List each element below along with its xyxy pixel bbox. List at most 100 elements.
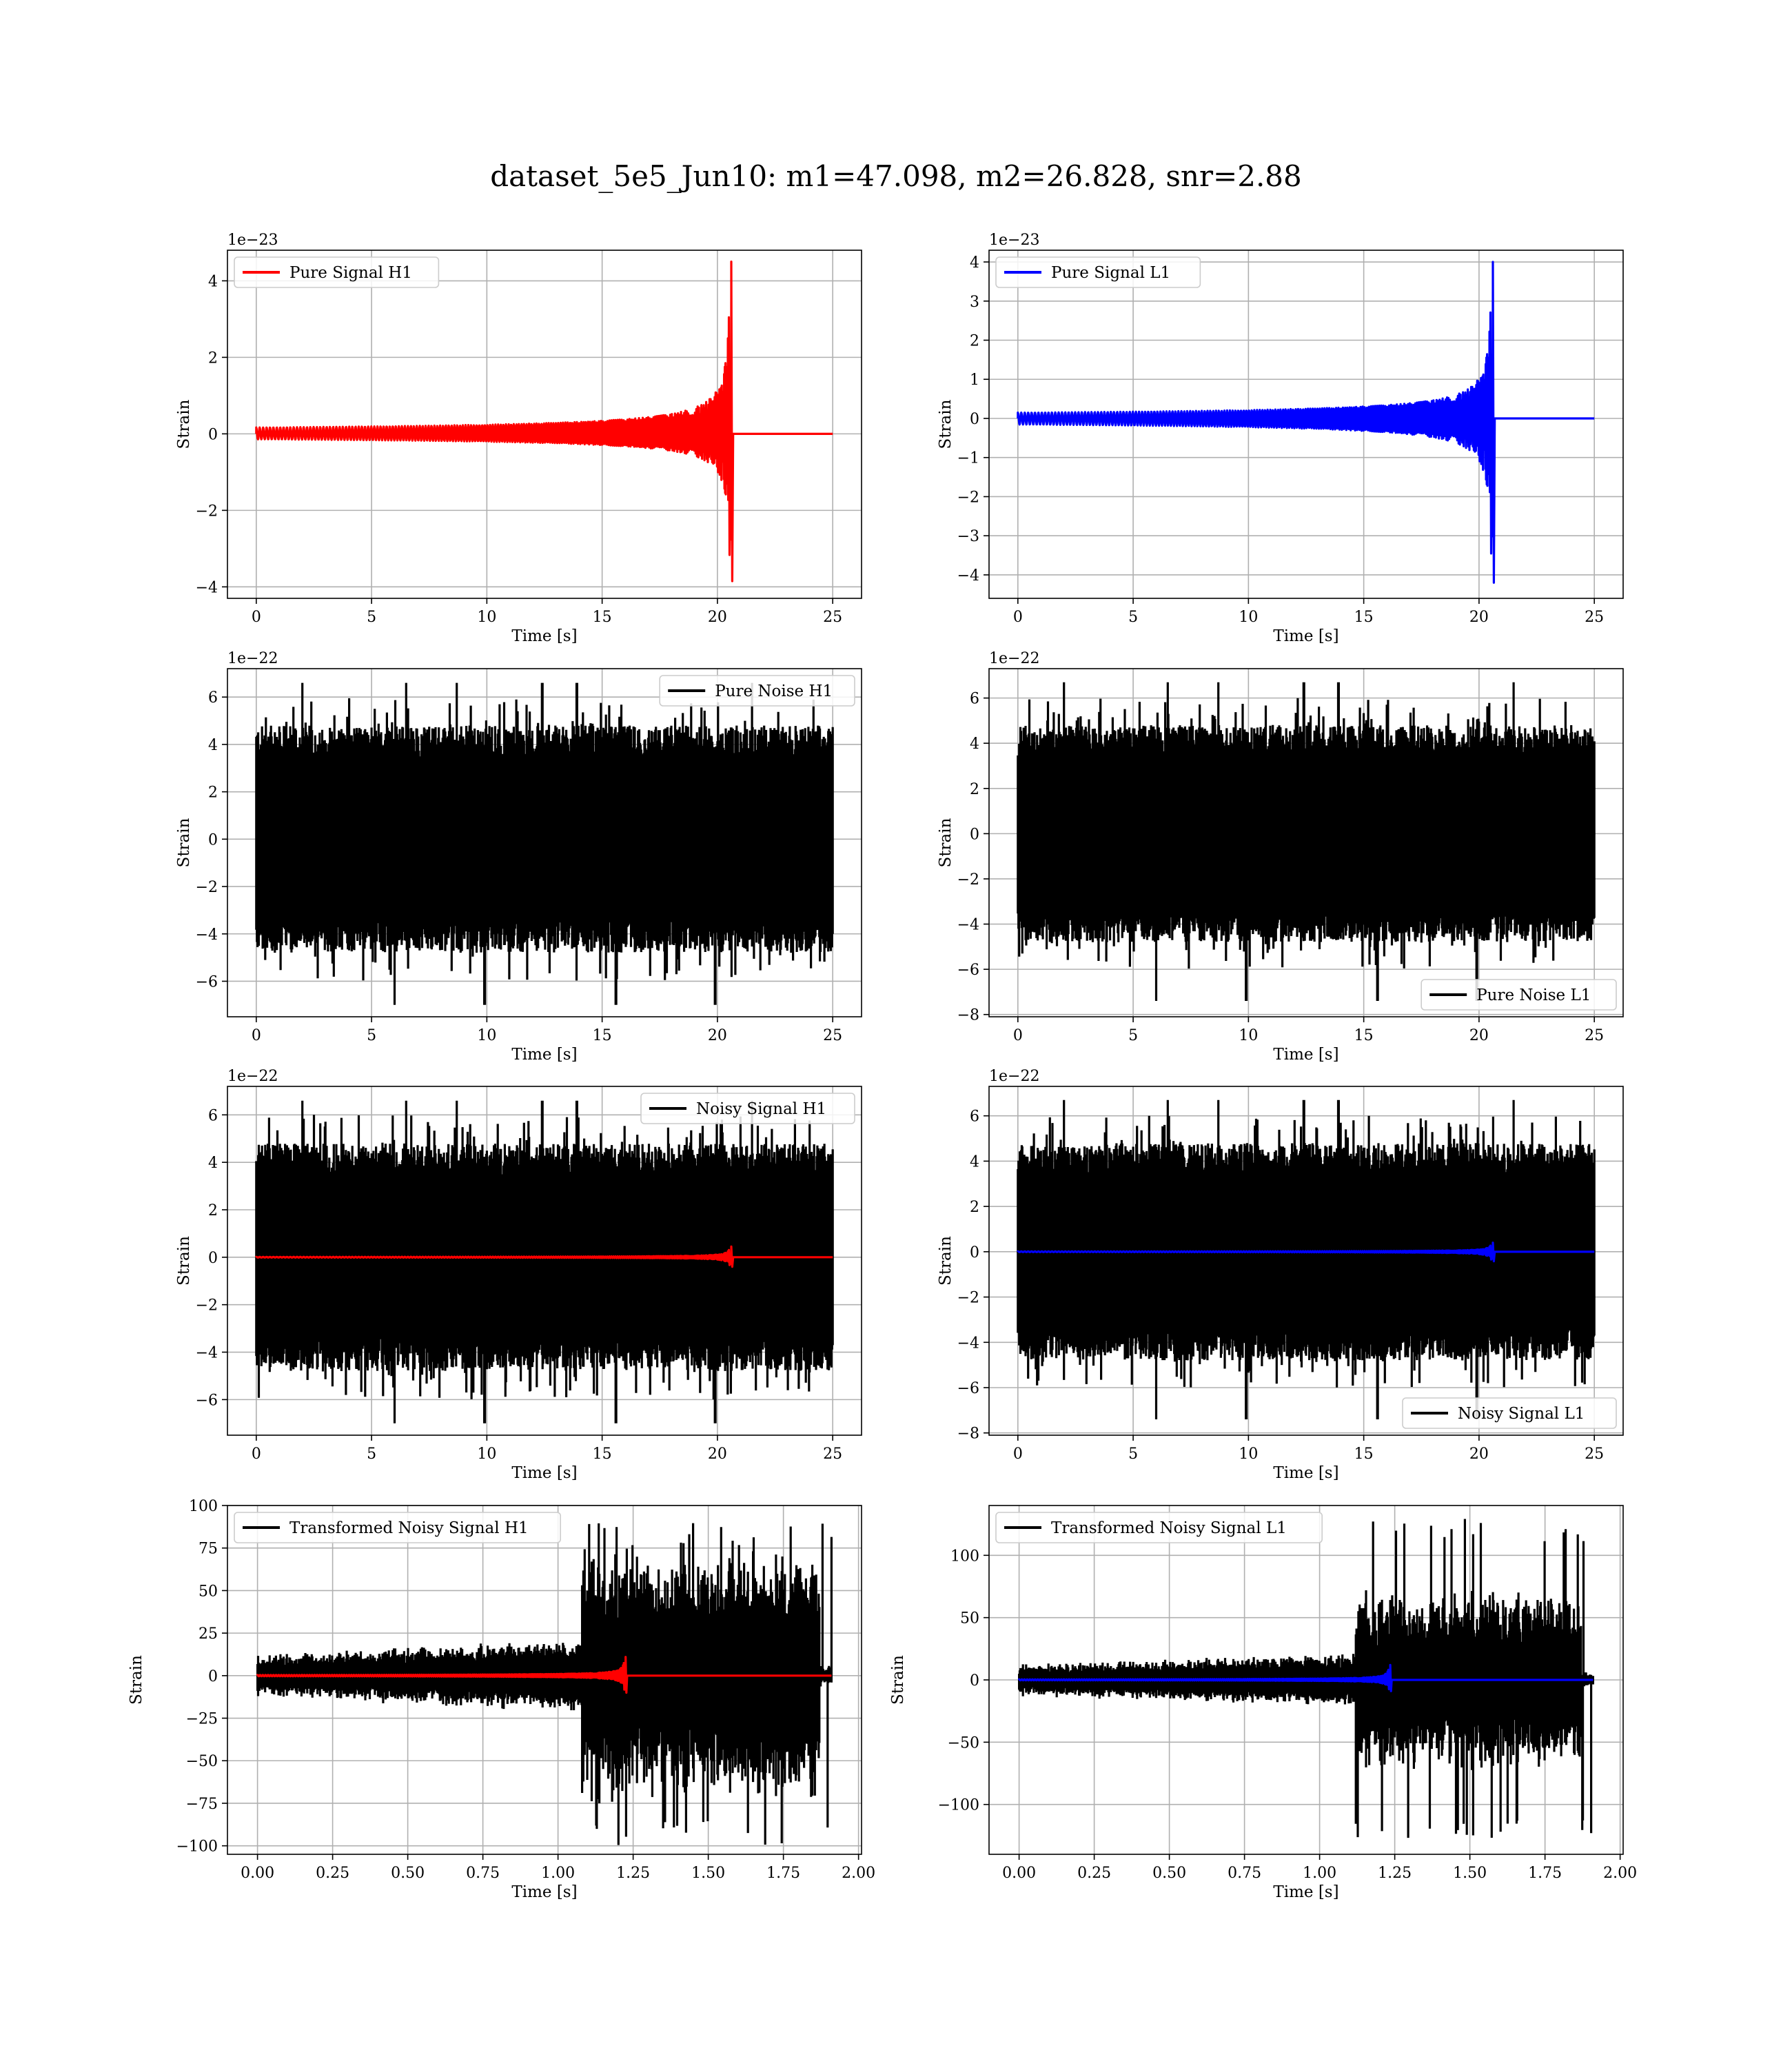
x-tick-label: 25 [823,609,842,626]
x-tick-label: 20 [708,1446,727,1463]
y-tick-label: 0 [970,826,979,843]
x-tick-label: 20 [1469,609,1489,626]
figure-title: dataset_5e5_Jun10: m1=47.098, m2=26.828,… [490,159,1302,193]
legend: Transformed Noisy Signal H1 [234,1512,562,1543]
legend: Noisy Signal L1 [1402,1397,1617,1429]
y-tick-label: −6 [957,1380,979,1397]
x-tick-label: 10 [477,1446,496,1463]
y-axis-label: Strain [937,1236,955,1286]
x-tick-label: 15 [593,609,612,626]
chart-pure-signal-h1: 0 5 10 15 20 25 −4 −2 0 2 4 Time [s] Strain 1e−23 Pure… [175,232,862,645]
x-tick-label: 25 [1585,1027,1604,1044]
legend: Pure Signal H1 [234,256,440,288]
legend-label: Pure Noise L1 [1476,986,1591,1004]
x-tick-label: 1.25 [616,1865,650,1882]
y-tick-label: 3 [970,294,979,311]
y-tick-label: 2 [208,349,218,367]
legend-label: Noisy Signal L1 [1458,1405,1585,1423]
y-tick-label: −2 [196,503,218,520]
x-tick-label: 20 [708,1027,727,1044]
y-tick-label: −100 [176,1838,218,1856]
x-tick-label: 10 [1239,1027,1258,1044]
y-axis-label: Strain [128,1655,145,1705]
x-tick-label: 0 [1013,1027,1023,1044]
y-tick-label: 4 [208,1155,218,1172]
x-tick-label: 2.00 [842,1865,875,1882]
x-axis-label: Time [s] [1273,627,1338,645]
axes-frame [988,250,1624,599]
x-axis-label: Time [s] [511,627,577,645]
legend-label: Noisy Signal H1 [696,1100,826,1118]
y-tick-label: 100 [950,1548,979,1565]
y-tick-label: 0 [970,411,979,428]
y-tick-label: 0 [208,1668,218,1685]
x-tick-label: 20 [708,609,727,626]
y-tick-label: 0 [970,1672,979,1690]
y-tick-label: 0 [208,831,218,849]
plot-area [1018,1519,1594,1838]
series-1-line [1018,1663,1594,1692]
y-tick-label: −6 [196,1392,218,1409]
x-tick-label: 0 [1013,1446,1023,1463]
axis-offset-text: 1e−23 [989,232,1039,249]
x-tick-label: 10 [1239,1446,1258,1463]
x-tick-label: 0 [252,1027,261,1044]
x-tick-label: 0 [252,609,261,626]
legend-box [1402,1397,1617,1429]
plot-area [255,261,833,582]
chart-pure-noise-l1: 0 5 10 15 20 25 −8 −6 −4 −2 0 2 4 6 Time [s] Strain 1e−2… [937,650,1624,1064]
x-tick-label: 5 [367,609,376,626]
y-tick-label: 0 [208,1250,218,1267]
y-tick-label: −4 [196,926,218,944]
y-tick-label: −2 [957,871,979,889]
x-tick-label: 2.00 [1603,1865,1637,1882]
y-axis-label: Strain [175,399,193,449]
series-1-line [255,1245,833,1268]
axes-frame [227,1086,862,1436]
plot-area [255,682,834,1005]
legend-label: Pure Noise H1 [715,682,833,700]
y-axis-label: Strain [937,399,955,449]
y-tick-label: −1 [957,450,979,467]
x-tick-label: 10 [477,609,496,626]
legend: Pure Signal L1 [995,256,1201,288]
x-tick-label: 1.25 [1378,1865,1412,1882]
x-tick-label: 0.25 [1077,1865,1111,1882]
y-axis-label: Strain [937,818,955,867]
x-axis-label: Time [s] [511,1883,577,1901]
y-tick-label: 4 [970,736,979,753]
y-tick-label: −4 [196,579,218,596]
axes-frame [227,668,862,1017]
series-0-line [1017,261,1595,584]
x-tick-label: 0.25 [316,1865,349,1882]
x-tick-label: 0.75 [1228,1865,1261,1882]
y-tick-label: 50 [198,1583,218,1600]
y-tick-label: 4 [970,254,979,272]
x-tick-label: 0 [1013,609,1023,626]
y-axis-label: Strain [889,1655,907,1705]
y-tick-label: 2 [970,781,979,798]
x-tick-label: 15 [1354,609,1374,626]
y-tick-label: −6 [196,973,218,991]
y-tick-label: −4 [957,567,979,585]
y-tick-label: −2 [196,879,218,896]
series-0-band [256,758,833,920]
chart-pure-noise-h1: 0 5 10 15 20 25 −6 −4 −2 0 2 4 6 Time [s] Strain 1e−22 P… [175,650,862,1064]
y-tick-label: 4 [208,273,218,290]
legend: Pure Noise L1 [1421,979,1617,1011]
y-tick-label: 75 [198,1541,218,1558]
y-tick-label: −50 [948,1734,979,1752]
x-tick-label: 10 [1239,609,1258,626]
axes-frame [227,250,862,599]
x-tick-label: 25 [1585,609,1604,626]
x-tick-label: 0.75 [466,1865,500,1882]
x-axis-label: Time [s] [511,1046,577,1064]
x-tick-label: 20 [1469,1446,1489,1463]
x-tick-label: 5 [1128,1027,1138,1044]
x-axis-label: Time [s] [1273,1046,1338,1064]
y-tick-label: 25 [198,1625,218,1643]
x-axis-label: Time [s] [1273,1464,1338,1482]
legend-label: Pure Signal H1 [289,264,412,282]
y-tick-label: 50 [960,1610,979,1628]
legend: Pure Noise H1 [659,675,855,707]
